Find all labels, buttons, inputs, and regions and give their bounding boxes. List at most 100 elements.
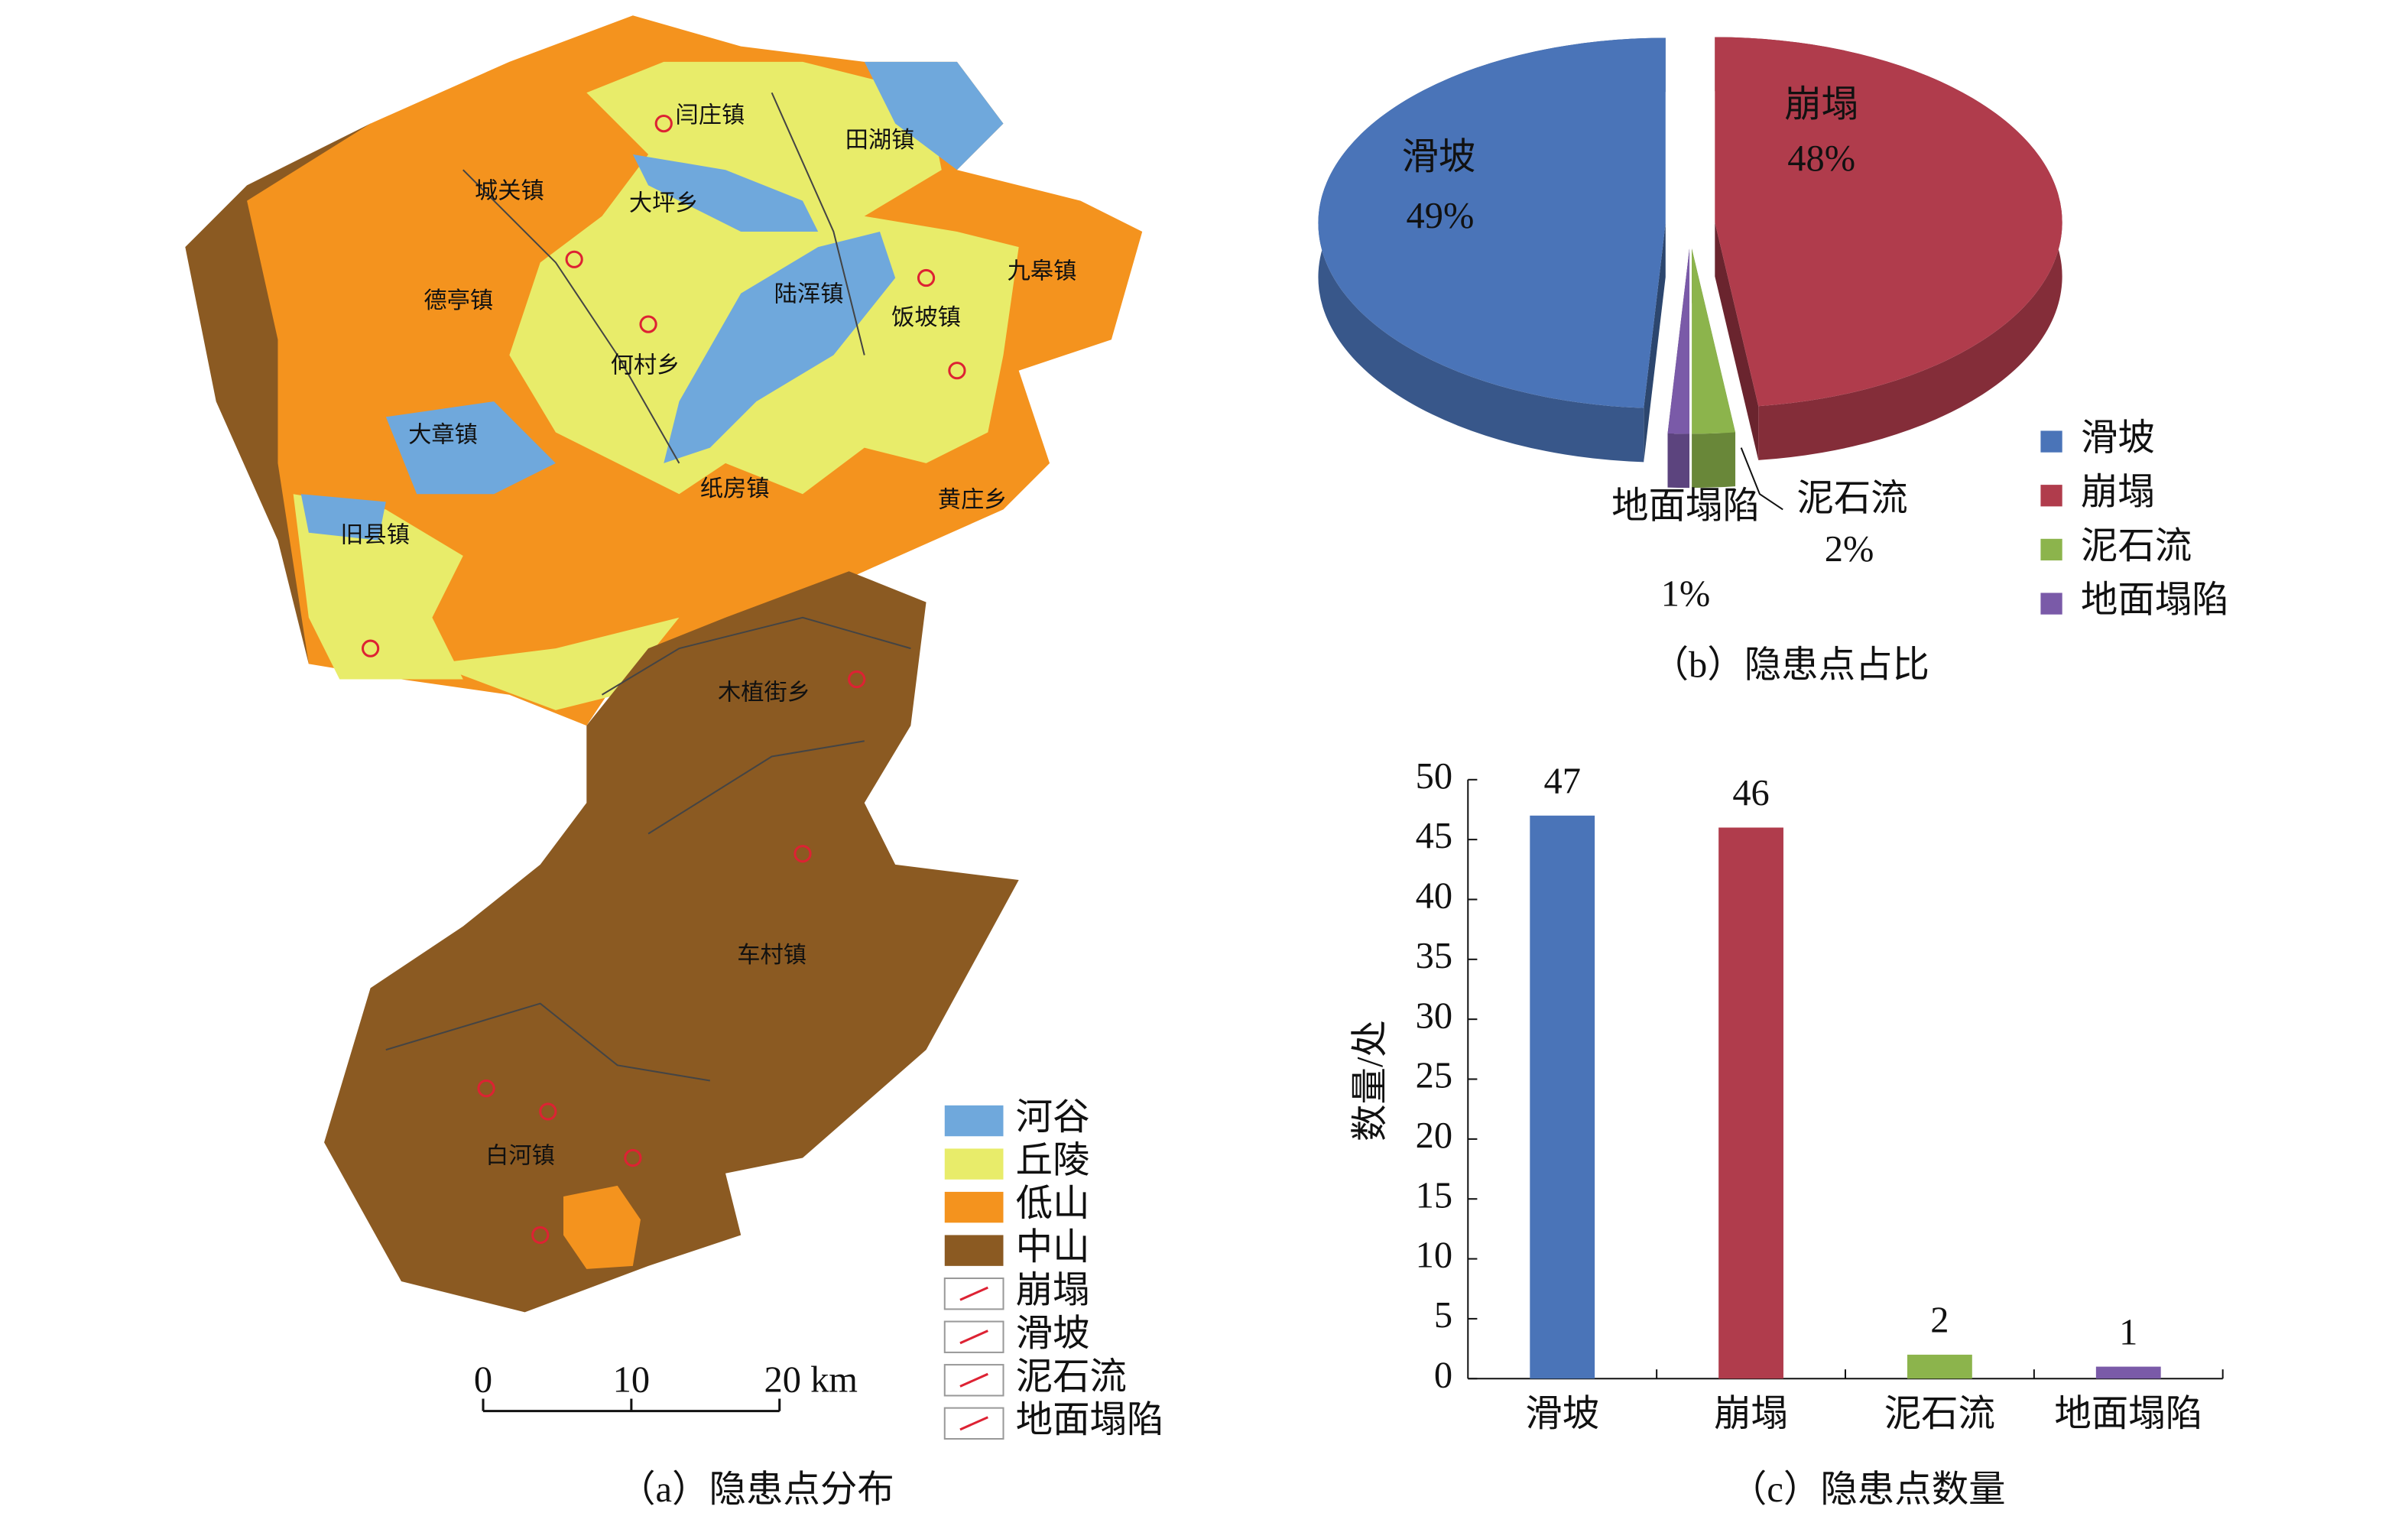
legend-swatch	[2040, 538, 2062, 561]
pie-label: 地面塌陷	[1611, 486, 1760, 527]
y-tick-label: 40	[1416, 876, 1452, 917]
valley	[385, 401, 556, 495]
scale-label: 0	[474, 1359, 492, 1400]
legend-label: 河谷	[1016, 1097, 1090, 1138]
value-label: 1	[2119, 1312, 2137, 1352]
y-tick-label: 35	[1416, 936, 1452, 976]
caption: （c）隐患点数量	[1730, 1469, 2006, 1510]
pie-slice	[1667, 248, 1690, 434]
legend-label: 地面塌陷	[1016, 1400, 1164, 1440]
value-label: 46	[1732, 773, 1769, 813]
town-label: 何村乡	[611, 352, 680, 378]
legend-label: 低山	[1016, 1183, 1090, 1224]
leader-line	[1740, 447, 1783, 511]
valley	[632, 154, 819, 232]
town-label: 闫庄镇	[675, 102, 745, 128]
legend-label: 滑坡	[2081, 418, 2155, 459]
legend-symbol	[959, 1416, 988, 1431]
town-label: 车村镇	[737, 942, 806, 968]
x-tick-label: 崩塌	[1714, 1394, 1788, 1434]
legend-label: 崩塌	[1016, 1270, 1090, 1310]
caption: （b）隐患点占比	[1652, 645, 1929, 686]
pie-label: 滑坡	[1401, 137, 1475, 177]
x-tick-label: 地面塌陷	[2054, 1394, 2202, 1434]
bar	[2095, 1366, 2161, 1379]
town-label: 木植街乡	[718, 680, 810, 706]
pie-slice	[1692, 248, 1736, 434]
borders	[385, 92, 911, 1082]
legend-label: 滑坡	[1016, 1313, 1090, 1354]
legend-label: 崩塌	[2081, 472, 2155, 512]
legend-swatch	[2040, 485, 2062, 507]
hazard-symbols	[362, 115, 966, 1245]
low-mountain	[563, 1185, 641, 1269]
y-tick-label: 10	[1416, 1235, 1452, 1276]
pie-value-label: 49%	[1407, 196, 1475, 236]
town-label: 城关镇	[475, 177, 544, 203]
town-label: 陆浑镇	[774, 281, 844, 307]
valley	[300, 494, 386, 541]
hills	[293, 494, 463, 680]
legend-label: 中山	[1016, 1227, 1090, 1268]
y-tick-label: 30	[1416, 995, 1452, 1036]
value-label: 2	[1930, 1300, 1949, 1341]
y-tick-label: 20	[1416, 1115, 1452, 1156]
legend-swatch	[2040, 430, 2062, 453]
pie-slice-rim	[1667, 433, 1690, 489]
pie-slice-side	[1715, 222, 1759, 460]
town-label: 饭坡镇	[891, 304, 961, 330]
x-tick-label: 滑坡	[1525, 1394, 1599, 1434]
legend-swatch	[944, 1105, 1004, 1137]
y-tick-label: 0	[1434, 1355, 1452, 1395]
legend-swatch	[943, 1320, 1004, 1353]
town-label: 德亭镇	[424, 287, 493, 313]
y-axis-label: 数量/处	[1350, 1020, 1391, 1141]
map	[185, 15, 1143, 1313]
pie-value-label: 2%	[1825, 529, 1874, 570]
scale-label: 20 km	[764, 1359, 858, 1400]
bar	[1907, 1354, 1972, 1379]
pie-slice-side	[1644, 222, 1666, 463]
valley	[864, 61, 1004, 170]
town-label: 大坪乡	[629, 190, 699, 216]
town-label: 大章镇	[408, 421, 478, 447]
y-tick-label: 50	[1416, 756, 1452, 797]
bar	[1718, 827, 1783, 1379]
pie-slice-rim	[1692, 432, 1736, 489]
town-label: 田湖镇	[845, 127, 915, 153]
pie-value-label: 48%	[1787, 138, 1855, 179]
pie-label: 泥石流	[1796, 478, 1907, 518]
y-tick-label: 45	[1416, 816, 1452, 856]
pie-slice	[1715, 37, 2062, 407]
mid-mountain	[324, 571, 1019, 1313]
legend-label: 泥石流	[1016, 1356, 1127, 1397]
town-label: 白河镇	[485, 1142, 555, 1168]
legend-swatch	[944, 1148, 1004, 1180]
valley	[664, 231, 896, 463]
legend-symbol	[959, 1330, 988, 1345]
legend-symbol	[959, 1372, 988, 1388]
y-tick-label: 5	[1434, 1295, 1452, 1336]
legend-swatch	[2040, 593, 2062, 615]
legend-swatch	[944, 1191, 1004, 1223]
town-label: 黄庄乡	[938, 486, 1008, 512]
pie-value-label: 1%	[1661, 574, 1711, 615]
pie-label: 崩塌	[1784, 85, 1858, 125]
caption: （a）隐患点分布	[618, 1469, 894, 1510]
hills	[509, 61, 1019, 495]
y-tick-label: 25	[1416, 1056, 1452, 1096]
scale-label: 10	[613, 1359, 650, 1400]
x-tick-label: 泥石流	[1884, 1394, 1995, 1434]
town-label: 九皋镇	[1008, 258, 1077, 284]
legend-swatch	[944, 1235, 1004, 1266]
town-label: 旧县镇	[340, 522, 410, 548]
bar	[1530, 815, 1595, 1379]
pie-slice	[1318, 37, 1666, 408]
y-tick-label: 15	[1416, 1175, 1452, 1216]
town-label: 纸房镇	[700, 476, 770, 502]
value-label: 47	[1543, 761, 1580, 802]
legend-label: 地面塌陷	[2081, 580, 2229, 621]
legend-label: 丘陵	[1016, 1141, 1090, 1181]
